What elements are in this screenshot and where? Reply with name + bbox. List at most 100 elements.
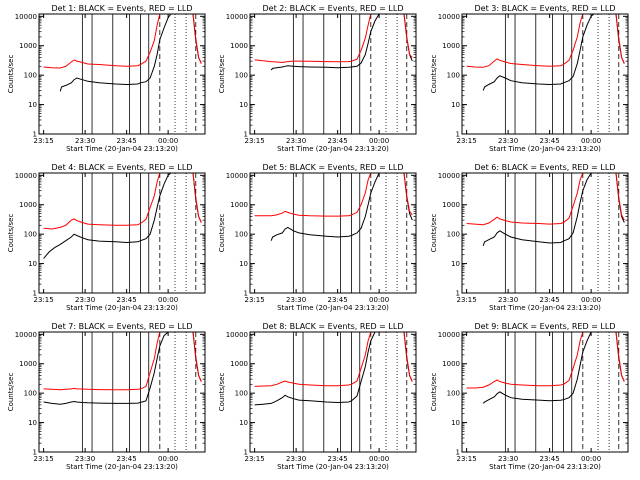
y-tick-label: 10 bbox=[28, 101, 37, 109]
y-tick-label: 1000 bbox=[442, 201, 460, 209]
y-axis-label: Counts/sec bbox=[218, 55, 226, 94]
y-tick-label: 1000 bbox=[442, 360, 460, 368]
y-tick-label: 10 bbox=[451, 419, 460, 427]
y-tick-label: 10000 bbox=[226, 13, 248, 21]
y-tick-label: 100 bbox=[235, 231, 248, 239]
y-tick-label: 100 bbox=[235, 390, 248, 398]
x-tick-label: 00:00 bbox=[369, 296, 389, 304]
chart-panel-5: Det 5: BLACK = Events, RED = LLD 23:15 23:… bbox=[218, 163, 417, 312]
chart-panel-7: Det 7: BLACK = Events, RED = LLD 23:15 23:… bbox=[7, 322, 206, 471]
series-events-line bbox=[43, 173, 202, 259]
chart-title: Det 8: BLACK = Events, RED = LLD bbox=[263, 322, 404, 331]
x-tick-label: 23:30 bbox=[498, 296, 518, 304]
marker-lines bbox=[504, 173, 620, 293]
y-tick-label: 100 bbox=[447, 72, 460, 80]
plot-frame bbox=[249, 13, 417, 135]
marker-lines bbox=[504, 14, 620, 134]
y-tick-label: 1000 bbox=[230, 201, 248, 209]
y-tick-label: 1 bbox=[33, 290, 37, 298]
series-events-line bbox=[254, 332, 413, 406]
y-tick-label: 1 bbox=[244, 449, 248, 457]
y-tick-label: 10 bbox=[451, 101, 460, 109]
chart-panel-9: Det 9: BLACK = Events, RED = LLD 23:15 23:… bbox=[430, 322, 629, 471]
y-tick-label: 10000 bbox=[226, 172, 248, 180]
x-tick-label: 23:30 bbox=[75, 455, 95, 463]
y-tick-label: 1000 bbox=[19, 42, 37, 50]
x-tick-label: 23:30 bbox=[286, 137, 306, 145]
series-lld-line bbox=[43, 173, 202, 230]
plot-frame bbox=[461, 172, 629, 294]
y-tick-label: 10000 bbox=[15, 331, 37, 339]
series-events-line bbox=[482, 14, 625, 91]
y-axis-label: Counts/sec bbox=[430, 55, 438, 94]
x-tick-label: 23:45 bbox=[540, 455, 560, 463]
y-axis-label: Counts/sec bbox=[430, 214, 438, 253]
y-axis-label: Counts/sec bbox=[218, 373, 226, 412]
y-tick-label: 1000 bbox=[19, 201, 37, 209]
x-axis-label: Start Time (20-Jan-04 23:13:20) bbox=[489, 463, 601, 471]
y-tick-label: 10000 bbox=[438, 172, 460, 180]
y-tick-label: 10 bbox=[239, 101, 248, 109]
series-lld-line bbox=[466, 332, 625, 389]
series-lld-line bbox=[43, 14, 202, 69]
series-group bbox=[254, 14, 413, 71]
series-group bbox=[43, 332, 202, 405]
y-axis-label: Counts/sec bbox=[7, 373, 15, 412]
chart-panel-6: Det 6: BLACK = Events, RED = LLD 23:15 23:… bbox=[430, 163, 629, 312]
x-tick-label: 23:15 bbox=[34, 137, 54, 145]
series-lld-line bbox=[466, 173, 625, 226]
x-axis-label: Start Time (20-Jan-04 23:13:20) bbox=[66, 145, 178, 153]
y-tick-label: 1000 bbox=[230, 42, 248, 50]
x-tick-label: 23:45 bbox=[540, 296, 560, 304]
series-group bbox=[43, 14, 202, 92]
x-axis-label: Start Time (20-Jan-04 23:13:20) bbox=[277, 463, 389, 471]
series-lld-line bbox=[254, 173, 413, 217]
x-tick-label: 00:00 bbox=[581, 296, 601, 304]
x-tick-label: 23:15 bbox=[245, 455, 265, 463]
marker-lines bbox=[81, 173, 197, 293]
chart-title: Det 6: BLACK = Events, RED = LLD bbox=[475, 163, 616, 172]
marker-lines bbox=[81, 14, 197, 134]
x-tick-label: 23:15 bbox=[245, 137, 265, 145]
y-tick-label: 100 bbox=[447, 231, 460, 239]
plot-frame bbox=[249, 331, 417, 453]
series-group bbox=[254, 332, 413, 406]
chart-title: Det 9: BLACK = Events, RED = LLD bbox=[475, 322, 616, 331]
x-axis-label: Start Time (20-Jan-04 23:13:20) bbox=[489, 304, 601, 312]
x-axis-label: Start Time (20-Jan-04 23:13:20) bbox=[489, 145, 601, 153]
x-axis-label: Start Time (20-Jan-04 23:13:20) bbox=[66, 463, 178, 471]
chart-panel-1: Det 1: BLACK = Events, RED = LLD 23:15 23:… bbox=[7, 4, 206, 153]
y-tick-label: 1000 bbox=[19, 360, 37, 368]
x-tick-label: 00:00 bbox=[158, 296, 178, 304]
plot-frame bbox=[249, 172, 417, 294]
x-tick-label: 00:00 bbox=[581, 455, 601, 463]
x-tick-label: 23:30 bbox=[286, 455, 306, 463]
x-tick-label: 23:15 bbox=[34, 296, 54, 304]
x-tick-label: 23:45 bbox=[117, 296, 137, 304]
series-events-line bbox=[482, 332, 625, 404]
y-tick-label: 10 bbox=[239, 419, 248, 427]
x-tick-label: 23:45 bbox=[328, 137, 348, 145]
series-lld-line bbox=[254, 14, 413, 64]
y-tick-label: 1 bbox=[33, 449, 37, 457]
y-tick-label: 1 bbox=[244, 131, 248, 139]
x-tick-label: 23:30 bbox=[498, 137, 518, 145]
marker-lines bbox=[504, 332, 620, 452]
chart-title: Det 1: BLACK = Events, RED = LLD bbox=[52, 4, 193, 13]
y-tick-label: 10000 bbox=[15, 172, 37, 180]
chart-panel-4: Det 4: BLACK = Events, RED = LLD 23:15 23:… bbox=[7, 163, 206, 312]
chart-title: Det 3: BLACK = Events, RED = LLD bbox=[475, 4, 616, 13]
x-tick-label: 00:00 bbox=[369, 137, 389, 145]
y-axis-label: Counts/sec bbox=[7, 55, 15, 94]
x-tick-label: 23:30 bbox=[498, 455, 518, 463]
series-group bbox=[466, 173, 625, 247]
chart-title: Det 5: BLACK = Events, RED = LLD bbox=[263, 163, 404, 172]
chart-title: Det 7: BLACK = Events, RED = LLD bbox=[52, 322, 193, 331]
marker-lines bbox=[292, 332, 408, 452]
y-axis-label: Counts/sec bbox=[218, 214, 226, 253]
marker-lines bbox=[292, 173, 408, 293]
y-tick-label: 1 bbox=[456, 290, 460, 298]
x-tick-label: 23:45 bbox=[328, 296, 348, 304]
y-tick-label: 1000 bbox=[442, 42, 460, 50]
